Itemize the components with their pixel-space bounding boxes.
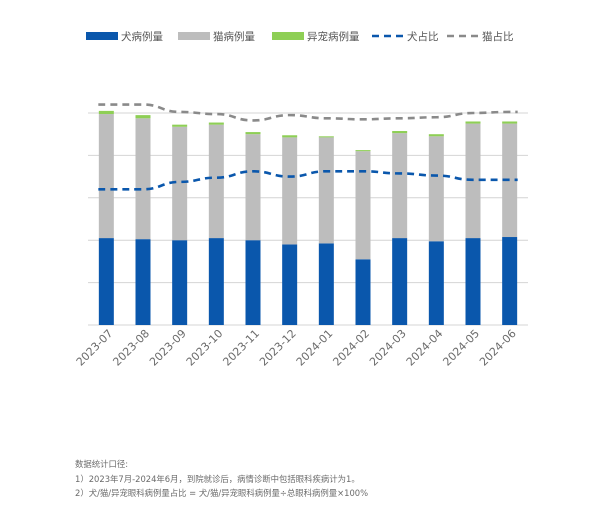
bar-dog-2023-08 [135, 239, 151, 325]
bar-dog-2024-04 [428, 241, 444, 325]
bar-dog-2023-09 [172, 240, 188, 325]
x-axis-tick-labels: 2023-072023-082023-092023-102023-112023-… [74, 327, 519, 369]
bar-cat-2024-02 [355, 151, 371, 260]
legend-swatch-2 [272, 32, 304, 40]
bar-cat-2023-08 [135, 118, 151, 240]
x-tick-label: 2023-08 [110, 327, 152, 369]
legend-label-4: 猫占比 [482, 30, 514, 43]
bar-exotic-2023-07 [98, 110, 114, 115]
chart-gridlines [88, 112, 528, 326]
bar-dog-2024-02 [355, 259, 371, 325]
bar-exotic-2023-09 [172, 124, 188, 127]
x-tick-label: 2024-03 [367, 327, 409, 369]
x-tick-label: 2024-02 [330, 327, 372, 369]
x-tick-label: 2023-10 [184, 327, 226, 369]
bar-exotic-2024-04 [428, 134, 444, 137]
notes-line-2: 2）犬/猫/异宠眼科病例量占比 = 犬/猫/异宠眼科病例量÷总眼科病例量×100… [75, 488, 369, 498]
bar-exotic-2023-12 [282, 135, 298, 138]
legend-swatch-1 [178, 32, 210, 40]
x-tick-label: 2023-11 [220, 327, 262, 369]
chart-legend: 犬病例量 猫病例量 异宠病例量 犬占比 猫占比 [86, 30, 514, 43]
bar-dog-2023-11 [245, 240, 261, 325]
bar-exotic-2024-01 [318, 136, 334, 138]
bar-exotic-2023-08 [135, 115, 151, 119]
bar-cat-2023-09 [172, 126, 188, 241]
bar-cat-2023-12 [282, 137, 298, 245]
bar-dog-2024-05 [465, 238, 481, 325]
bar-exotic-2024-02 [355, 150, 371, 152]
legend-label-2: 异宠病例量 [307, 30, 360, 43]
data-notes: 数据统计口径: 1）2023年7月-2024年6月，到院就诊后，病情诊断中包括眼… [75, 457, 368, 501]
bar-exotic-2024-05 [465, 121, 481, 124]
bar-exotic-2023-11 [245, 132, 261, 135]
chart-bars [98, 110, 518, 325]
line-cat-share [98, 103, 518, 122]
stacked-bar-line-chart: 犬病例量 猫病例量 异宠病例量 犬占比 猫占比 2023-072023-082023-0… [74, 30, 528, 369]
legend-swatch-0 [86, 32, 118, 40]
bar-dog-2024-06 [502, 237, 518, 325]
bar-exotic-2023-10 [208, 122, 224, 125]
bar-dog-2024-01 [318, 243, 334, 325]
bar-cat-2023-11 [245, 134, 261, 241]
bar-dog-2023-12 [282, 244, 298, 325]
x-tick-label: 2023-12 [257, 327, 299, 369]
x-tick-label: 2024-04 [404, 327, 446, 369]
x-tick-label: 2024-01 [294, 327, 336, 369]
bar-cat-2024-04 [428, 136, 444, 242]
bar-cat-2023-10 [208, 124, 224, 239]
chart-lines [98, 103, 518, 191]
notes-heading: 数据统计口径: [75, 459, 129, 469]
legend-label-0: 犬病例量 [121, 30, 163, 43]
x-tick-label: 2024-05 [440, 327, 482, 369]
bar-cat-2024-01 [318, 137, 334, 244]
x-tick-label: 2023-09 [147, 327, 189, 369]
x-tick-label: 2024-06 [477, 327, 519, 369]
bar-exotic-2024-03 [392, 131, 408, 134]
bar-dog-2023-10 [208, 238, 224, 325]
x-tick-label: 2023-07 [74, 327, 116, 369]
line-dog-share [98, 169, 518, 191]
legend-label-1: 猫病例量 [213, 30, 255, 43]
bar-exotic-2024-06 [502, 121, 518, 124]
legend-label-3: 犬占比 [407, 30, 439, 43]
bar-cat-2024-03 [392, 133, 408, 239]
bar-cat-2023-07 [98, 114, 114, 239]
bar-dog-2024-03 [392, 238, 408, 325]
bar-dog-2023-07 [98, 238, 114, 325]
notes-line-1: 1）2023年7月-2024年6月，到院就诊后，病情诊断中包括眼科疾病计为1。 [75, 473, 360, 484]
